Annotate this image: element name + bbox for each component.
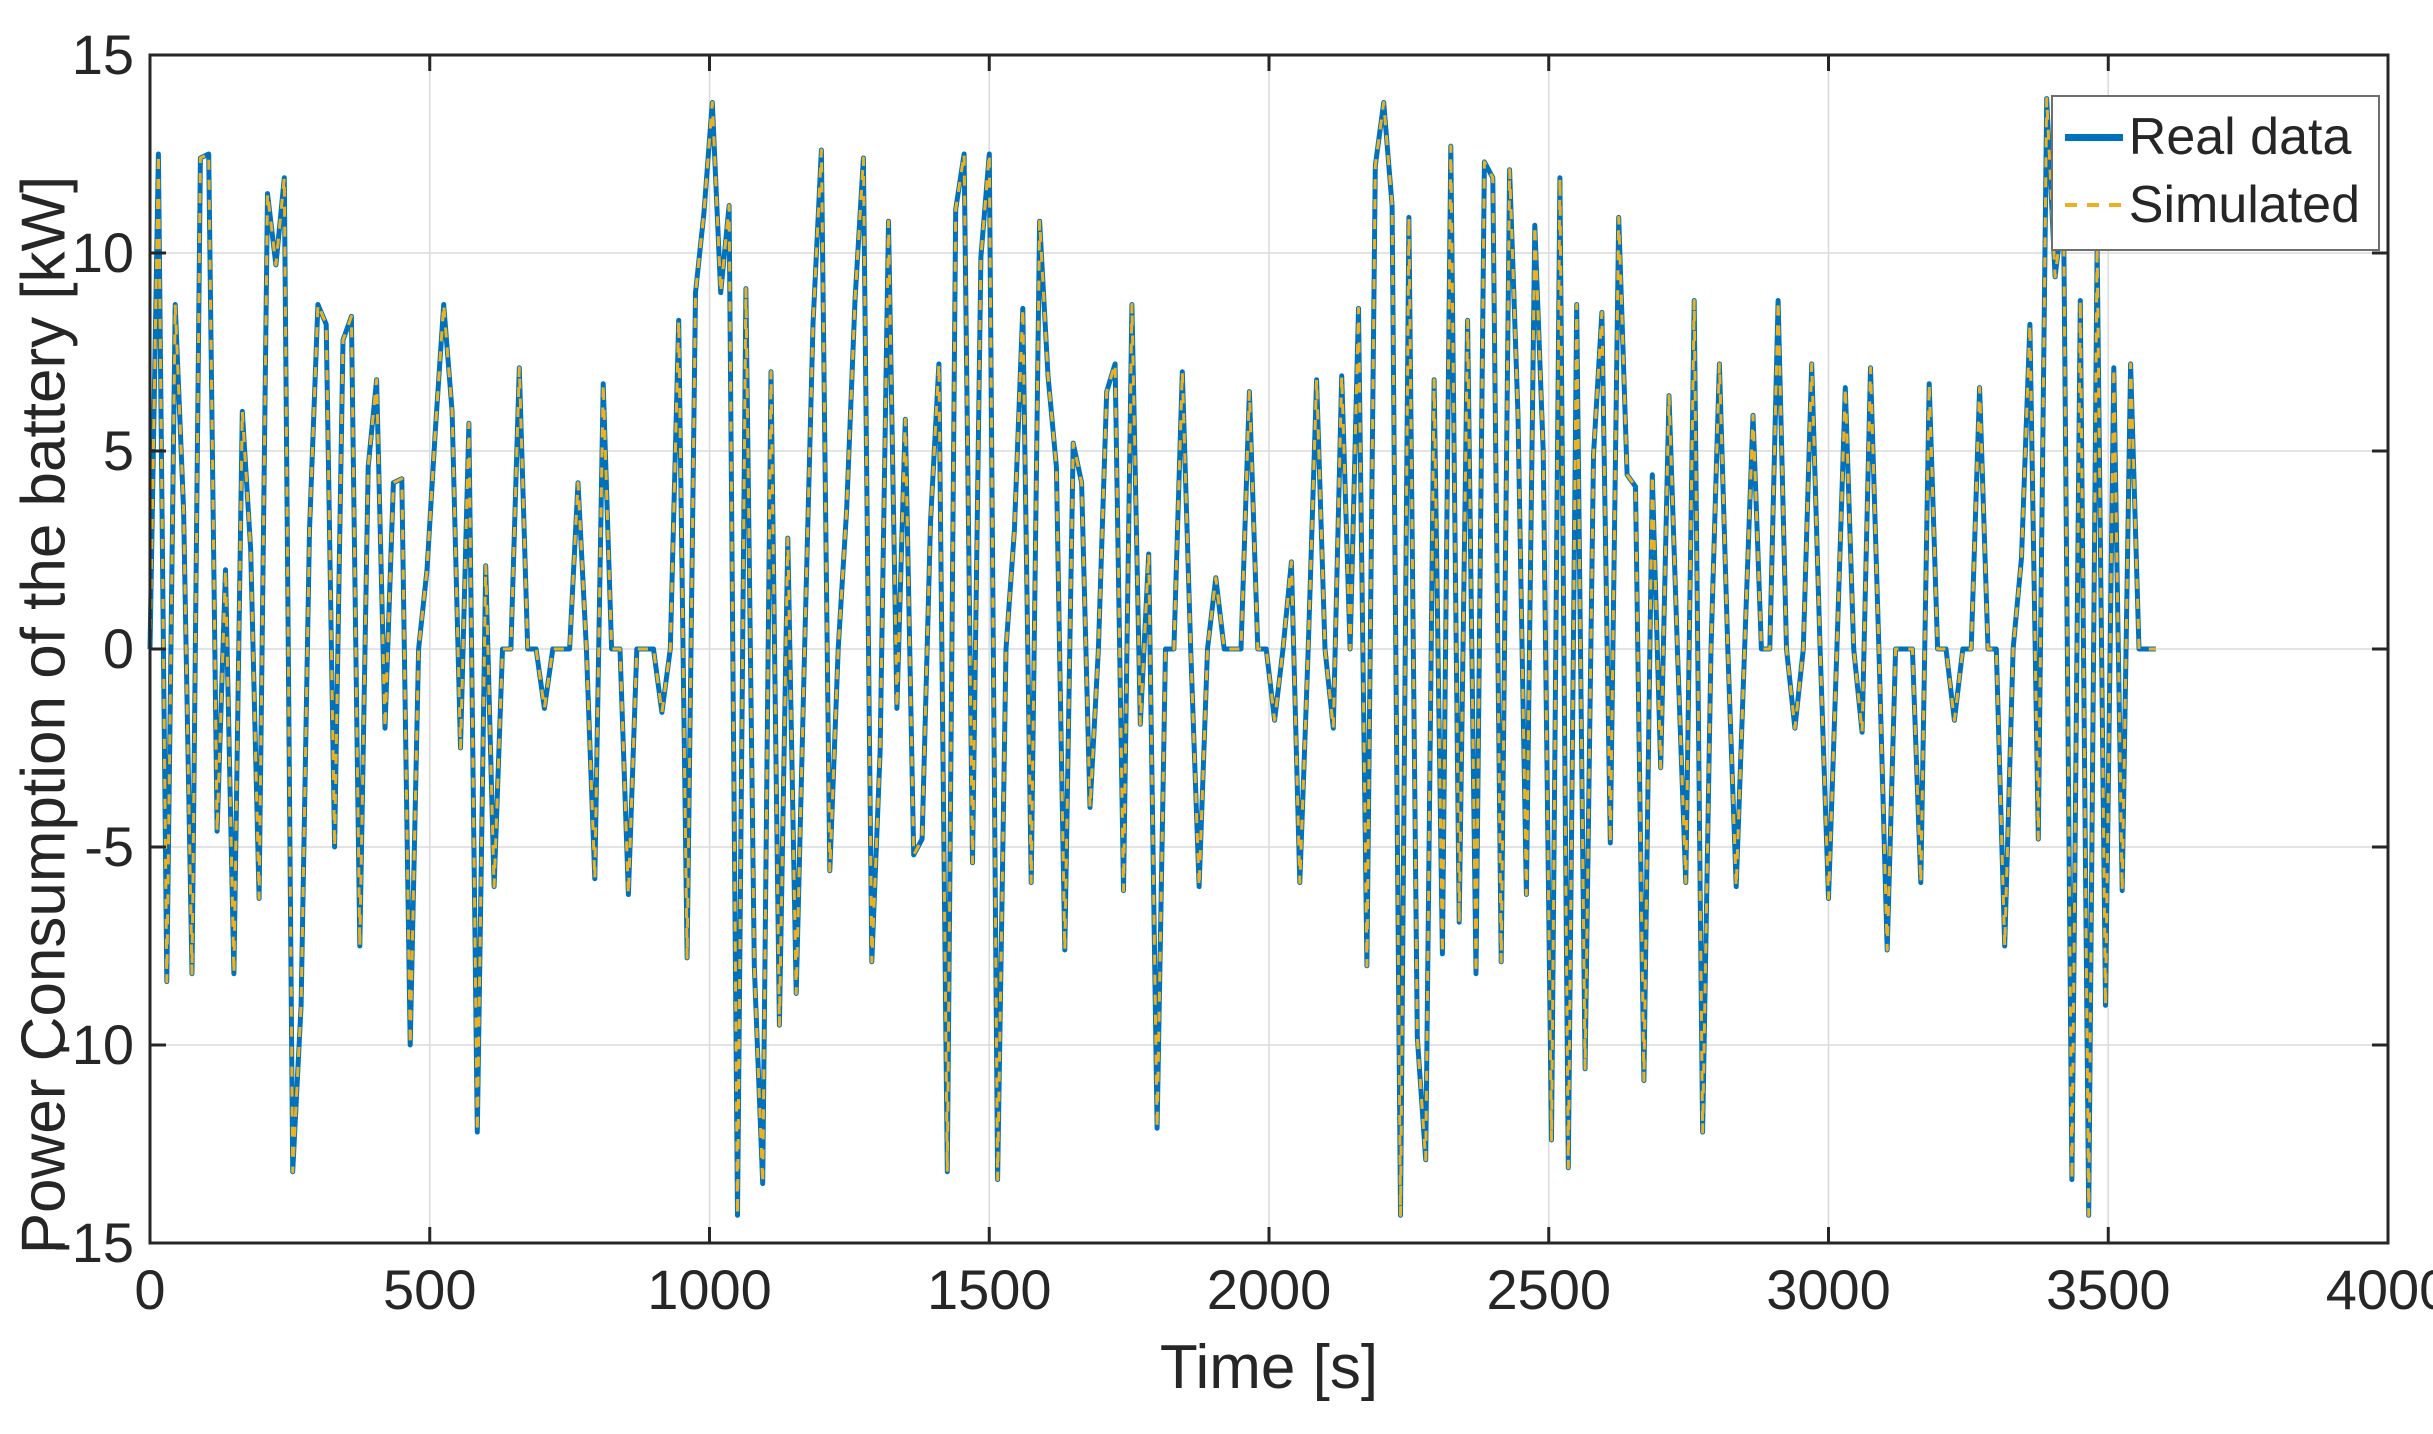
simulated-line [148, 97, 2156, 1217]
legend-item-simulated: Simulated [2064, 175, 2360, 235]
x-tick-label: 2000 [1207, 1258, 1332, 1321]
legend-item-real-data: Real data [2064, 107, 2360, 167]
y-axis-label: Power Consumption of the battery [kW] [9, 175, 79, 1255]
y-tick-label: -10 [53, 1013, 134, 1076]
x-tick-label: 1500 [927, 1258, 1052, 1321]
x-tick-label: 3500 [2046, 1258, 2171, 1321]
real-data-line-sample [2064, 133, 2123, 141]
simulated-line-sample [2064, 203, 2123, 207]
y-tick-label: -5 [84, 815, 134, 878]
legend: Real data Simulated [2050, 95, 2380, 251]
x-tick-label: 3000 [1766, 1258, 1891, 1321]
y-tick-label: 15 [72, 23, 134, 86]
legend-label-simulated: Simulated [2128, 176, 2360, 234]
legend-label-real-data: Real data [2128, 108, 2352, 166]
y-tick-label: -15 [53, 1211, 134, 1274]
x-tick-label: 0 [134, 1258, 165, 1321]
x-axis-label: Time [s] [1159, 1333, 1379, 1402]
y-tick-label: 0 [103, 617, 134, 680]
x-tick-label: 2500 [1486, 1258, 1611, 1321]
y-tick-label: 5 [103, 419, 134, 482]
x-tick-label: 4000 [2326, 1258, 2433, 1321]
x-tick-label: 1000 [647, 1258, 772, 1321]
y-tick-label: 10 [72, 221, 134, 284]
x-tick-label: 500 [383, 1258, 476, 1321]
